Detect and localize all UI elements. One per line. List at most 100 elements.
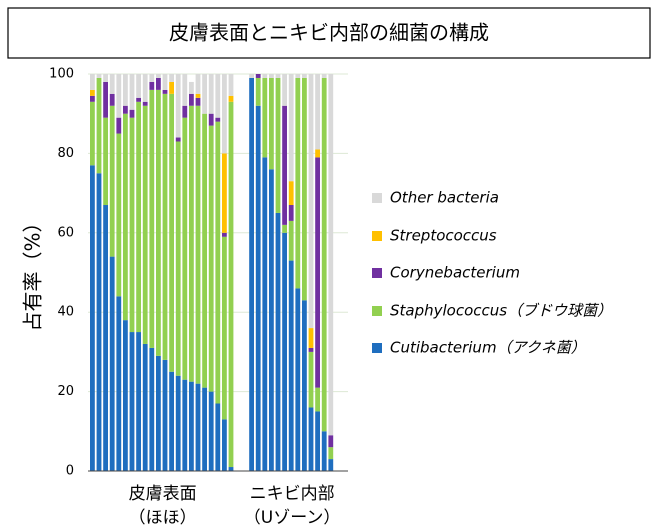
bar-segment bbox=[123, 74, 128, 106]
bar-segment bbox=[302, 300, 307, 471]
bar-segment bbox=[282, 105, 287, 225]
bar-segment bbox=[129, 332, 135, 471]
bar-segment bbox=[142, 74, 148, 102]
bar-segment bbox=[103, 205, 108, 471]
bar-segment bbox=[269, 74, 274, 78]
bar-segment bbox=[288, 220, 294, 261]
bar-segment bbox=[175, 137, 181, 142]
bar-segment bbox=[288, 260, 294, 471]
bar-segment bbox=[129, 117, 135, 333]
bar-segment bbox=[96, 74, 102, 78]
bar-segment bbox=[269, 77, 274, 170]
bar-segment bbox=[228, 95, 234, 102]
bar-segment bbox=[328, 459, 334, 471]
bar-segment bbox=[156, 89, 161, 356]
chart-title: 皮膚表面とニキビ内部の細菌の構成 bbox=[169, 21, 489, 45]
bar-segment bbox=[208, 74, 214, 114]
bar-segment bbox=[202, 74, 207, 114]
bar-segment bbox=[288, 181, 294, 206]
bar-segment bbox=[328, 435, 334, 448]
bar-segment bbox=[169, 74, 174, 82]
bar-segment bbox=[123, 320, 128, 471]
bar-segment bbox=[156, 77, 161, 90]
x-group-sublabel: （ほほ） bbox=[129, 508, 197, 528]
bar-segment bbox=[262, 77, 268, 158]
bar-segment bbox=[195, 383, 201, 471]
bar-segment bbox=[156, 355, 161, 471]
bar-segment bbox=[123, 105, 128, 114]
bar-segment bbox=[103, 81, 108, 118]
bar-segment bbox=[149, 89, 155, 348]
bar-segment bbox=[315, 74, 320, 150]
bar-segment bbox=[169, 81, 174, 94]
bar-segment bbox=[208, 391, 214, 471]
bar-segment bbox=[228, 101, 234, 468]
bar-segment bbox=[96, 173, 102, 471]
bar-segment bbox=[129, 74, 135, 110]
bar-segment bbox=[215, 74, 221, 118]
bar-segment bbox=[269, 169, 274, 471]
bar-segment bbox=[262, 74, 268, 78]
bar-segment bbox=[295, 74, 301, 78]
bar-segment bbox=[308, 407, 314, 471]
bar-segment bbox=[222, 74, 227, 154]
bar-segment bbox=[169, 371, 174, 471]
bar-segment bbox=[90, 74, 95, 90]
bar-segment bbox=[255, 74, 261, 78]
bar-segment bbox=[275, 212, 281, 471]
bar-segment bbox=[208, 113, 214, 126]
bar-segment bbox=[215, 403, 221, 471]
bar-segment bbox=[116, 133, 122, 297]
bar-segment bbox=[222, 236, 227, 420]
bar-segment bbox=[295, 288, 301, 471]
bar-segment bbox=[182, 379, 188, 471]
bar-segment bbox=[109, 256, 115, 471]
bar-segment bbox=[169, 93, 174, 372]
y-axis-label: 占有率（%） bbox=[21, 212, 45, 331]
bar-segment bbox=[222, 153, 227, 233]
bar-segment bbox=[96, 77, 102, 174]
y-tick-label: 0 bbox=[66, 464, 74, 479]
bar-segment bbox=[308, 74, 314, 329]
bar-segment bbox=[142, 343, 148, 471]
bar-segment bbox=[195, 105, 201, 384]
bar-segment bbox=[136, 97, 141, 102]
bar-segment bbox=[282, 74, 287, 106]
bar-segment bbox=[136, 101, 141, 333]
bar-segment bbox=[328, 74, 334, 436]
bar-segment bbox=[249, 77, 254, 471]
y-tick-label: 60 bbox=[57, 225, 74, 240]
legend-label: Other bacteria bbox=[390, 189, 499, 207]
bar-segment bbox=[116, 117, 122, 134]
bar-segment bbox=[189, 105, 194, 382]
bar-segment bbox=[142, 101, 148, 106]
x-group-sublabel: （Uゾーン） bbox=[244, 508, 341, 528]
bar-segment bbox=[129, 109, 135, 118]
bar-segment bbox=[182, 117, 188, 380]
bar-segment bbox=[321, 431, 327, 471]
bar-segment bbox=[182, 105, 188, 118]
x-group-label: 皮膚表面 bbox=[129, 484, 197, 504]
bar-segment bbox=[321, 74, 327, 78]
bar-segment bbox=[136, 332, 141, 471]
bar-segment bbox=[321, 77, 327, 432]
bar-segment bbox=[162, 93, 168, 360]
bar-segment bbox=[222, 232, 227, 237]
bar-segment bbox=[302, 77, 307, 301]
bar-segment bbox=[149, 81, 155, 90]
bar-segment bbox=[315, 387, 320, 412]
bar-segment bbox=[142, 105, 148, 344]
bar-segment bbox=[282, 224, 287, 233]
bar-segment bbox=[109, 74, 115, 94]
bar-segment bbox=[249, 74, 254, 78]
bar-segment bbox=[175, 375, 181, 471]
bar-segment bbox=[162, 89, 168, 94]
y-tick-label: 20 bbox=[57, 384, 74, 399]
legend-swatch bbox=[372, 268, 382, 278]
legend-swatch bbox=[372, 306, 382, 316]
y-tick-label: 100 bbox=[49, 67, 74, 82]
bar-segment bbox=[262, 157, 268, 471]
bar-segment bbox=[90, 89, 95, 96]
bar-segment bbox=[282, 232, 287, 471]
